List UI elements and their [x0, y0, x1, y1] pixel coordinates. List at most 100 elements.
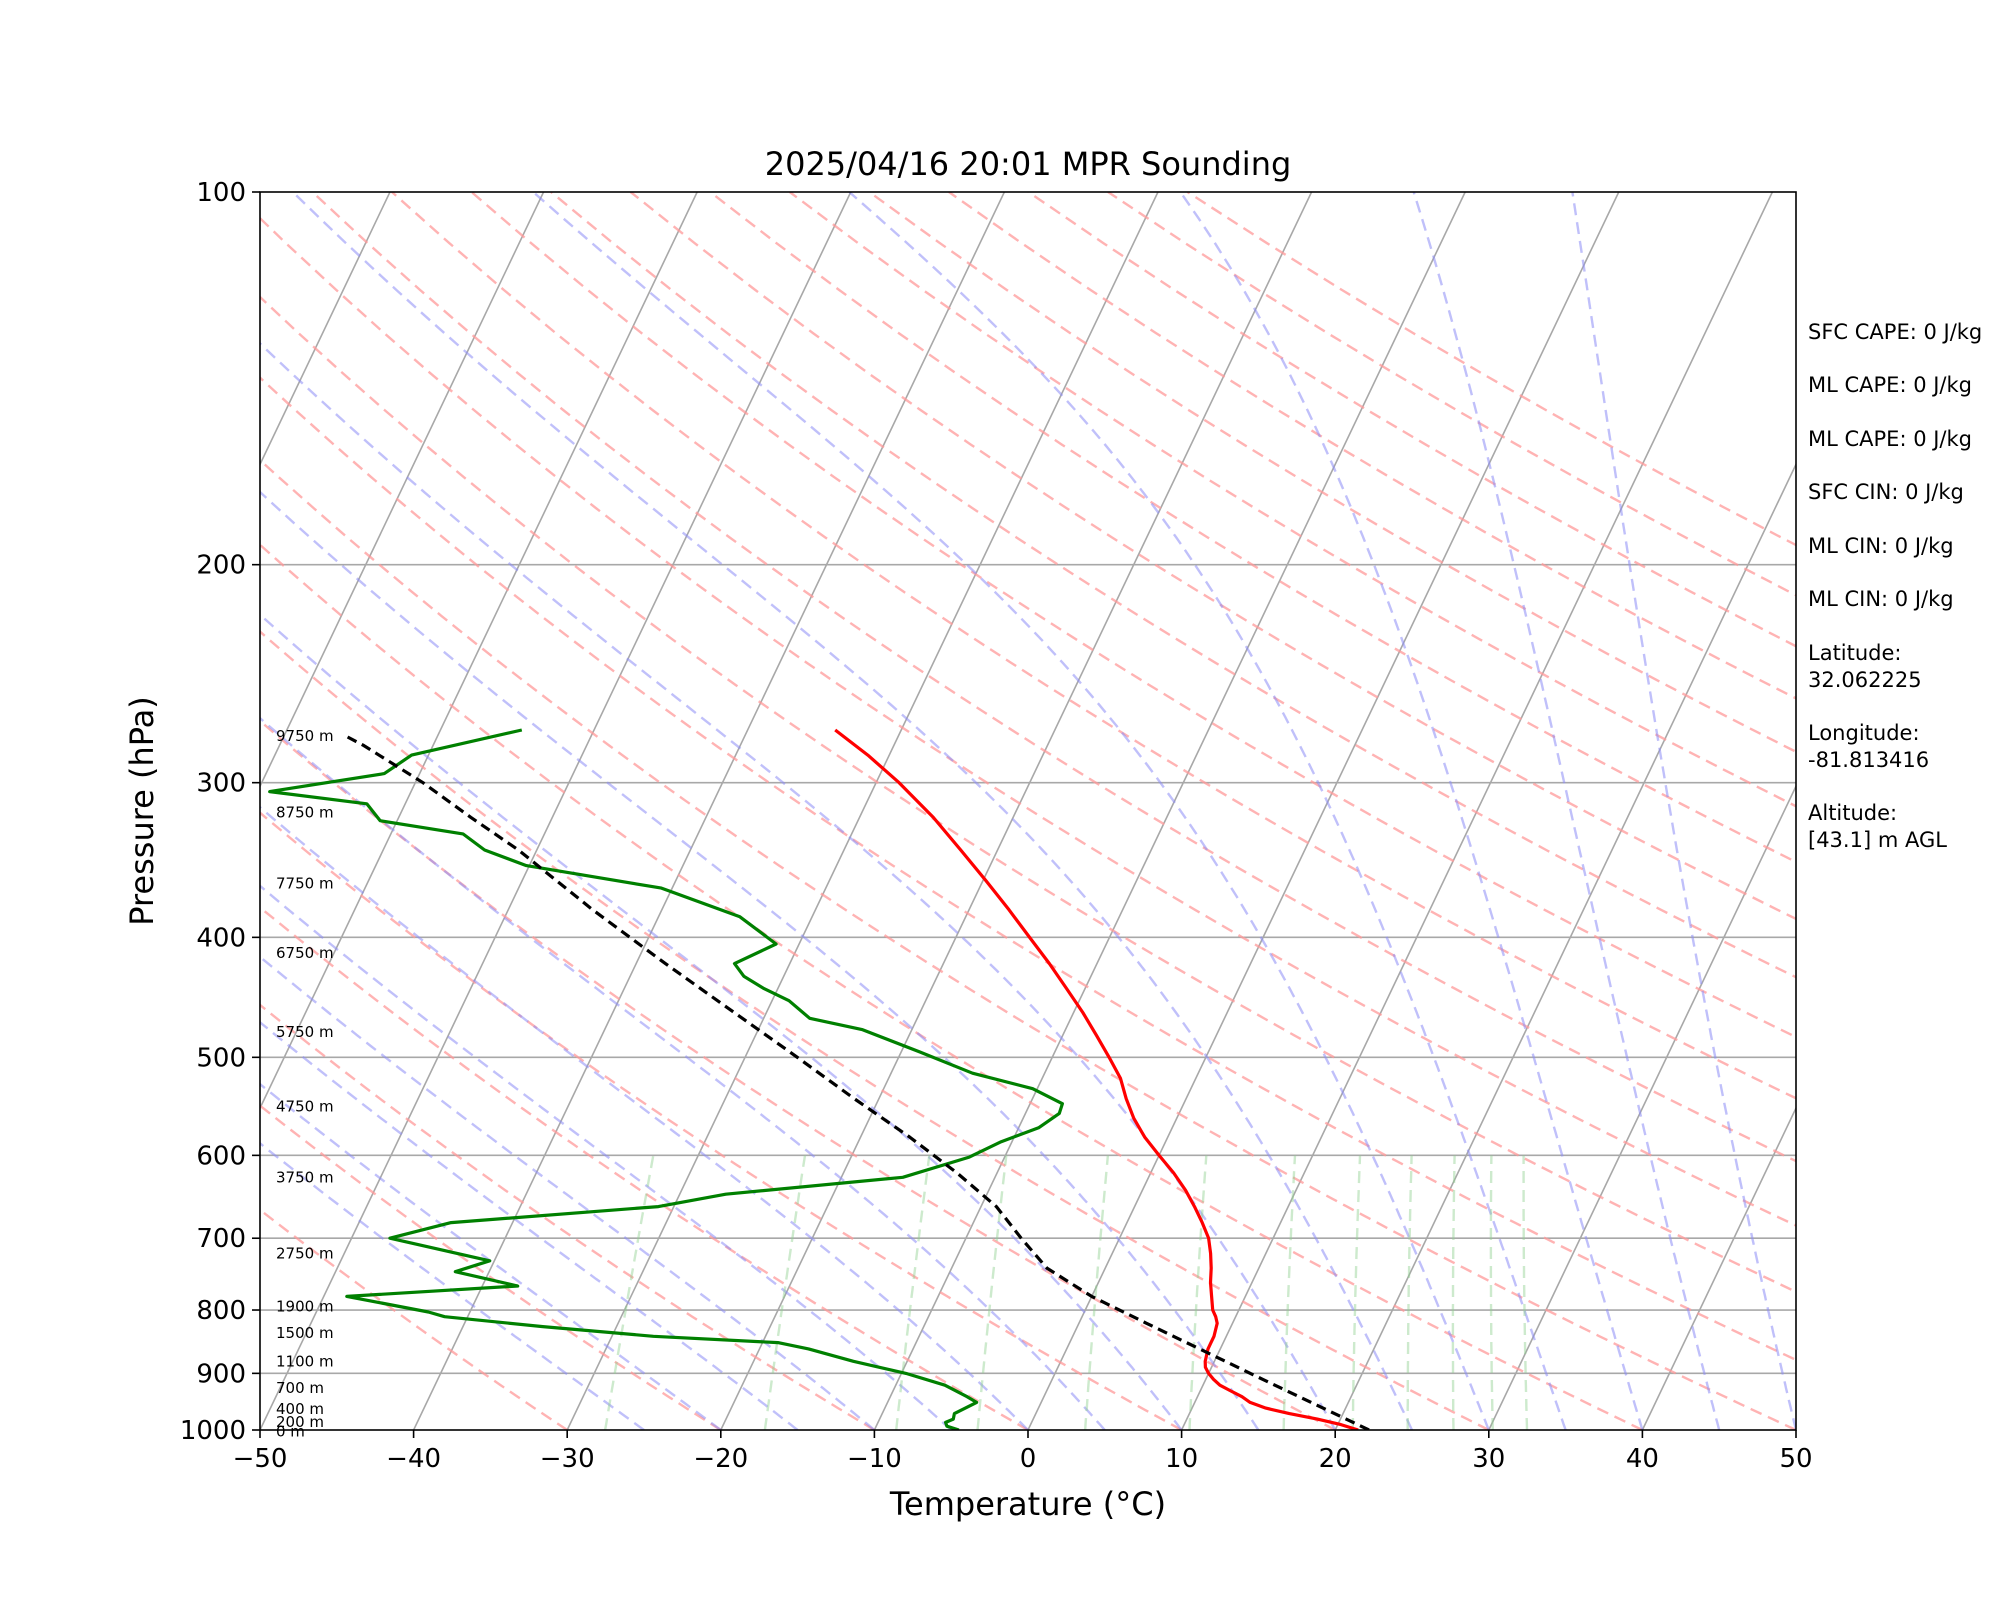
moist-adiabat-line [260, 1082, 722, 1430]
y-tick-label: 500 [196, 1043, 246, 1073]
moist-adiabat-line [1179, 192, 1644, 1430]
height-label: 1500 m [276, 1324, 334, 1342]
dry-adiabat-line [260, 905, 1029, 1430]
stat-ml-cape: ML CAPE: 0 J/kg [1808, 373, 1972, 397]
height-labels: 9750 m 8750 m 7750 m 6750 m 5750 m 4750 m 3750… [276, 727, 334, 1441]
dry-adiabat-line [260, 543, 1643, 1430]
x-tick-label: −40 [386, 1444, 441, 1474]
isotherm-line [260, 192, 545, 789]
background-lines [0, 192, 1796, 1430]
x-tick-label: 10 [1165, 1444, 1198, 1474]
mixing-ratio-line [1084, 1155, 1110, 1430]
dry-adiabat-line [550, 192, 1796, 979]
dewpoint-profile-line [268, 728, 1064, 1430]
y-tick-label: 700 [196, 1224, 246, 1254]
isotherm-line [260, 192, 852, 1430]
dry-adiabat-line [470, 192, 1796, 1039]
moist-adiabat-line [260, 716, 1106, 1430]
height-label: 2750 m [276, 1244, 334, 1262]
x-axis-title: Temperature (°C) [889, 1485, 1166, 1523]
dry-adiabat-line [260, 1003, 876, 1430]
x-tick-label: −50 [233, 1444, 288, 1474]
height-label: 7750 m [276, 875, 334, 893]
parcel-profile-line [344, 734, 1370, 1430]
profile-lines [268, 728, 1370, 1430]
y-axis-title: Pressure (hPa) [123, 696, 161, 926]
isotherm-line [260, 192, 698, 1110]
dry-adiabat-line [391, 192, 1796, 1100]
x-tick-label: −30 [540, 1444, 595, 1474]
mixing-ratio-line [603, 1155, 655, 1430]
height-label: 6750 m [276, 944, 334, 962]
height-label: 200 m [276, 1413, 324, 1431]
mixing-ratio-line [1522, 1155, 1529, 1430]
stat-sfc-cin: SFC CIN: 0 J/kg [1808, 480, 1964, 504]
height-label: 400 m [276, 1400, 324, 1418]
height-label: 8750 m [276, 803, 334, 821]
mixing-ratio-line [895, 1155, 931, 1430]
longitude-value: -81.813416 [1808, 748, 1929, 772]
moist-adiabat-line [848, 192, 1567, 1430]
stat-ml-cin: ML CIN: 0 J/kg [1808, 534, 1954, 558]
isotherm-line [1027, 192, 1620, 1430]
x-tick-label: 30 [1472, 1444, 1505, 1474]
height-label: 1900 m [276, 1298, 334, 1316]
longitude-label: Longitude: [1808, 721, 1920, 745]
moist-adiabat-line [260, 805, 1029, 1430]
dry-adiabat-line [260, 376, 1796, 1362]
dry-adiabat-line [260, 1104, 722, 1430]
moist-adiabat-line [532, 192, 1490, 1430]
isotherm-line [1180, 192, 1774, 1430]
isotherm-line [0, 192, 83, 1430]
stat-sfc-cape: SFC CAPE: 0 J/kg [1808, 320, 1982, 344]
dry-adiabat-line [260, 811, 1183, 1430]
y-tick-label: 900 [196, 1359, 246, 1389]
moist-adiabat-line [291, 192, 1414, 1430]
isotherm-line [873, 192, 1466, 1430]
isotherm-line [566, 192, 1159, 1430]
mixing-ratio-line [976, 1155, 1008, 1430]
dry-adiabat-line [629, 192, 1796, 921]
height-label: 1100 m [276, 1352, 334, 1370]
dry-adiabat-line [260, 295, 1796, 1294]
height-label: 3750 m [276, 1168, 334, 1186]
dry-adiabat-line [311, 192, 1796, 1163]
mixing-ratio-line [1489, 1155, 1494, 1430]
axis-ticks: −50 −40 −30 −20 −10 0 10 20 30 40 50 1000 900 800 700 6… [180, 178, 1813, 1474]
y-tick-label: 200 [196, 551, 246, 581]
moist-adiabat-line [260, 884, 953, 1430]
mixing-ratio-line [763, 1155, 807, 1430]
isotherm-line [720, 192, 1313, 1430]
moist-adiabat-line [1571, 192, 1796, 1430]
moist-adiabat-line [260, 1020, 799, 1430]
height-label: 700 m [276, 1379, 324, 1397]
latitude-label: Latitude: [1808, 641, 1902, 665]
mixing-ratio-line [1188, 1155, 1208, 1430]
moist-adiabat-line [260, 613, 1183, 1430]
altitude-label: Altitude: [1808, 801, 1897, 825]
y-tick-label: 600 [196, 1141, 246, 1171]
x-tick-label: −10 [847, 1444, 902, 1474]
height-label: 4750 m [276, 1098, 334, 1116]
y-tick-label: 300 [196, 769, 246, 799]
y-tick-label: 100 [196, 178, 246, 208]
x-tick-label: 20 [1319, 1444, 1352, 1474]
dry-adiabat-line [788, 192, 1796, 808]
altitude-value: [43.1] m AGL [1808, 828, 1947, 852]
moist-adiabat-line [260, 490, 1260, 1430]
mixing-ratio-line [1451, 1155, 1456, 1430]
x-tick-label: 0 [1020, 1444, 1037, 1474]
dry-adiabat-line [948, 192, 1796, 700]
temperature-profile-line [834, 728, 1359, 1430]
height-label: 9750 m [276, 727, 334, 745]
dry-adiabat-line [260, 1208, 568, 1430]
moist-adiabat-line [260, 341, 1337, 1430]
dry-adiabat-line [260, 630, 1490, 1430]
latitude-value: 32.062225 [1808, 668, 1922, 692]
x-tick-label: 50 [1779, 1444, 1812, 1474]
mixing-ratio-line [1351, 1155, 1362, 1430]
chart-title: 2025/04/16 20:01 MPR Sounding [765, 145, 1292, 183]
height-label: 0 m [276, 1423, 305, 1441]
isotherm-line [1488, 784, 1796, 1430]
